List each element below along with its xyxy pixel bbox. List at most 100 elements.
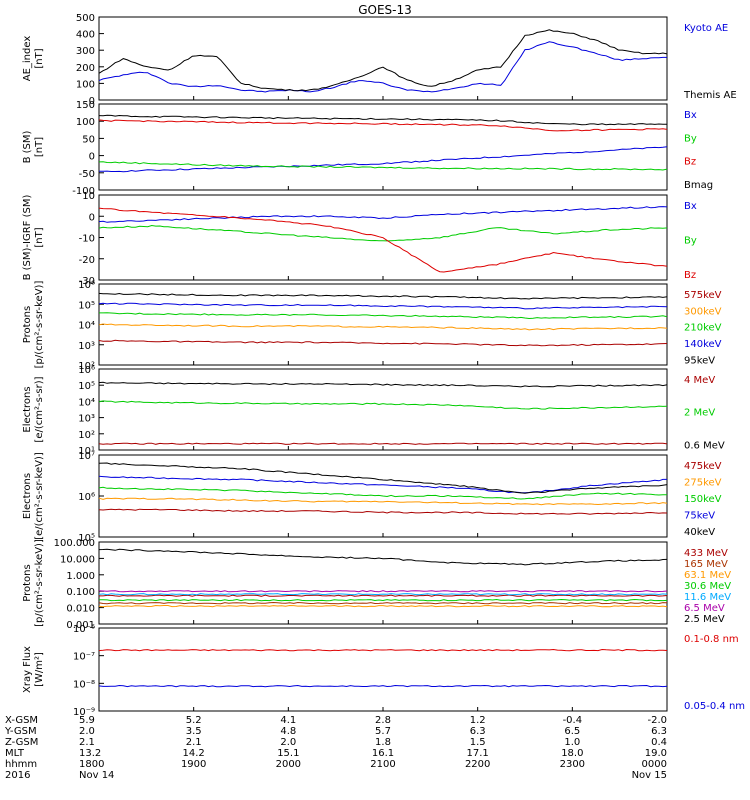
y-axis-label: [e/(cm²-s-sr)] <box>34 376 45 442</box>
panel-frame <box>98 368 668 451</box>
plot-title: GOES-13 <box>358 3 412 17</box>
series-line <box>98 590 668 593</box>
footer-value: 2000 <box>276 759 301 770</box>
legend-entry: 30.6 MeV <box>684 581 731 592</box>
series-line <box>98 292 668 300</box>
series-line <box>99 594 668 597</box>
footer-value: 0000 <box>642 759 667 770</box>
series-line <box>98 548 668 566</box>
y-tick-label: 10⁻⁷ <box>73 652 95 663</box>
legend-entry: 95keV <box>684 355 715 366</box>
series-line <box>98 400 668 410</box>
series-line <box>98 486 668 500</box>
footer-value: 6.3 <box>470 726 486 737</box>
y-tick-label: 10⁻⁹ <box>73 707 95 718</box>
y-tick-label: -30 <box>79 276 95 287</box>
footer-value: 6.5 <box>564 726 580 737</box>
y-tick-label: 10⁵ <box>78 381 95 392</box>
footer-value: 2.0 <box>79 726 95 737</box>
y-tick-label: 0.010 <box>66 604 95 615</box>
y-tick-label: 10⁻⁸ <box>73 679 95 690</box>
y-tick-label: 10⁷ <box>78 451 95 462</box>
y-axis-label: [p/(cm²-s-sr-keV)] <box>34 281 45 369</box>
y-tick-label: 500 <box>76 13 95 24</box>
footer-value: 16.1 <box>372 748 394 759</box>
series-line <box>98 161 668 171</box>
footer-value: Nov 15 <box>632 770 667 781</box>
y-tick-label: 50 <box>82 134 95 145</box>
legend-entry: Bx <box>684 201 697 212</box>
y-axis-label: [W/m²] <box>34 652 45 687</box>
y-axis-label: [nT] <box>34 137 45 157</box>
series-line <box>98 442 668 445</box>
legend-entry: Bx <box>684 110 697 121</box>
panel-1: 0 100 200 300 400 500 AE_index [nT] Kyoto AE Them… <box>22 13 737 107</box>
y-tick-label: 10.000 <box>60 554 95 565</box>
y-tick-label: 0.001 <box>66 620 95 631</box>
footer-value: 2.8 <box>375 715 391 726</box>
legend-entry: 40keV <box>684 527 715 538</box>
series-line <box>98 207 668 273</box>
footer-value: Nov 14 <box>79 770 114 781</box>
series-line <box>98 41 667 93</box>
y-tick-label: 150 <box>76 100 95 111</box>
y-axis-label: Protons <box>22 564 33 601</box>
footer-value: 14.2 <box>183 748 205 759</box>
footer-value: 1.8 <box>375 737 391 748</box>
series-line <box>98 206 668 223</box>
y-tick-label: 100.000 <box>54 538 95 549</box>
panel-6: 10⁵ 10⁶ 10⁷ Electrons [e/(cm²-s-sr-keV)] 475k… <box>22 451 722 544</box>
y-tick-label: 10⁻⁶ <box>73 624 95 635</box>
y-axis-label: Protons <box>22 306 33 343</box>
series-line <box>98 601 668 605</box>
footer-value: 2.1 <box>79 737 95 748</box>
footer-value: 13.2 <box>79 748 101 759</box>
y-axis-label: B (SM)-IGRF (SM) <box>22 195 33 281</box>
footer-row-label: Z-GSM <box>5 737 38 748</box>
y-tick-label: 10² <box>78 430 95 441</box>
y-axis-label: B (SM) <box>22 130 33 163</box>
legend-entry: 165 MeV <box>684 559 728 570</box>
y-axis-label: [p/(cm²-s-sr-keV)] <box>34 539 45 627</box>
footer-value: 2300 <box>560 759 585 770</box>
legend-entry: 210keV <box>684 323 722 334</box>
footer-value: 5.2 <box>186 715 202 726</box>
footer-value: 0.4 <box>651 737 667 748</box>
footer-value: 18.0 <box>561 748 583 759</box>
footer-value: -2.0 <box>647 715 667 726</box>
y-axis-label: Xray Flux <box>22 646 33 693</box>
y-tick-label: 10 <box>82 191 95 202</box>
legend-entry: 575keV <box>684 290 722 301</box>
series-line <box>98 684 668 688</box>
footer-value: 1900 <box>181 759 206 770</box>
y-tick-label: 200 <box>76 63 95 74</box>
footer-row-label: MLT <box>5 748 25 759</box>
legend-entry: 0.1-0.8 nm <box>684 634 739 645</box>
legend-entry: 475keV <box>684 461 722 472</box>
y-axis-label: AE_index <box>22 36 33 82</box>
legend-entry: 0.05-0.4 nm <box>684 701 745 712</box>
y-tick-label: 0 <box>89 212 95 223</box>
legend-entry: Bz <box>684 157 696 168</box>
legend-entry: 2 MeV <box>684 408 715 419</box>
footer-value: 15.1 <box>277 748 299 759</box>
series-line <box>98 604 668 608</box>
panel-3: -30 -20 -10 0 10 B (SM)-IGRF (SM) [nT] Bx By Bz <box>22 191 697 287</box>
series-line <box>98 114 667 126</box>
y-tick-label: 10⁵ <box>78 300 95 311</box>
panel-5: 10¹ 10² 10³ 10⁴ 10⁵ 10⁶ Electrons [e/(cm²-s-sr)… <box>22 365 725 457</box>
series-line <box>99 146 668 173</box>
footer-value: 17.1 <box>467 748 489 759</box>
y-tick-label: 10⁴ <box>78 397 95 408</box>
footer-value: 4.1 <box>280 715 296 726</box>
panel-2: -100 -50 0 50 100 150 B (SM) [nT] Bx By Bz Bmag <box>22 100 713 197</box>
series-line <box>98 224 668 242</box>
legend-entry: 150keV <box>684 494 722 505</box>
legend-entry: 275keV <box>684 478 722 489</box>
y-tick-label: 10⁶ <box>78 492 95 503</box>
footer-row-label: X-GSM <box>5 715 38 726</box>
legend-entry: Bz <box>684 270 696 281</box>
series-line <box>98 29 668 92</box>
footer-value: 5.7 <box>375 726 391 737</box>
